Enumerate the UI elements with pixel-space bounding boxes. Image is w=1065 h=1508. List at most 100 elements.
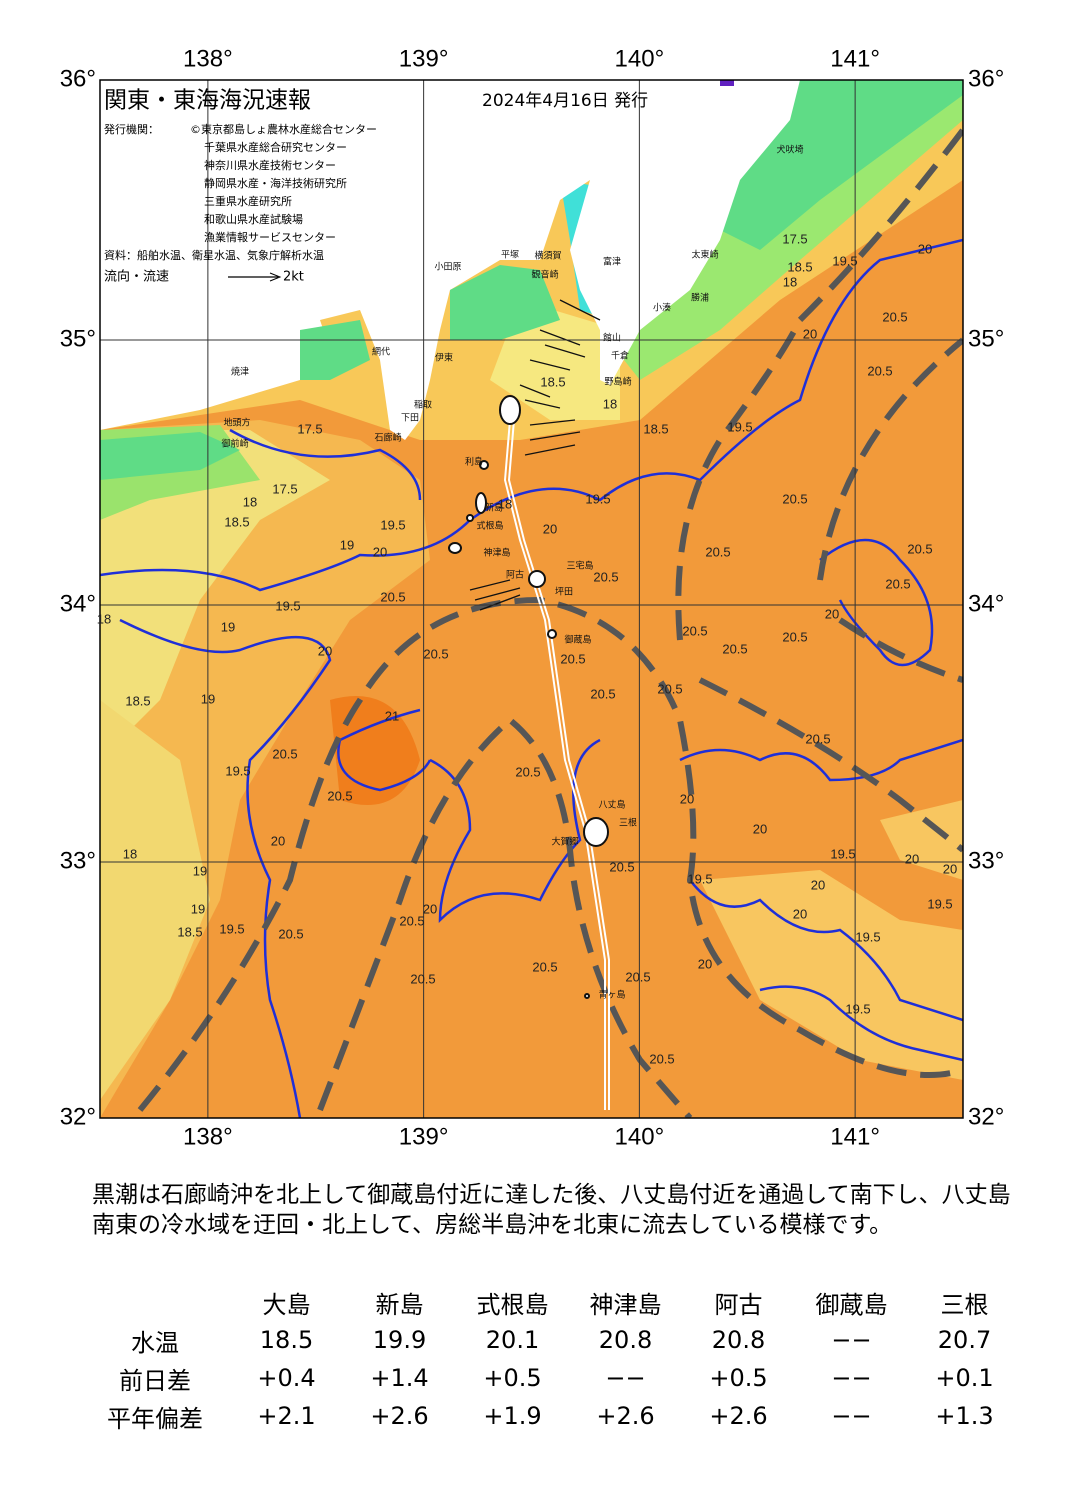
column-header: 阿古 <box>714 1290 763 1319</box>
isotherm-label: 20 <box>825 606 839 621</box>
place-name: 新島 <box>485 502 503 514</box>
lat-label: 32° <box>968 1103 1004 1130</box>
isotherm-label: 19.5 <box>275 598 300 613</box>
isotherm-label: 19 <box>201 691 215 706</box>
cell: 20.7 <box>937 1326 992 1354</box>
isotherm-label: 20 <box>803 326 817 341</box>
isotherm-label: 20.5 <box>410 971 435 986</box>
cell: 18.5 <box>259 1326 314 1354</box>
place-name: 式根島 <box>476 520 503 532</box>
isotherm-label: 18 <box>123 846 137 861</box>
cell: −− <box>605 1364 646 1392</box>
title: 関東・東海海況速報 <box>104 88 311 114</box>
isotherm-label: 20.5 <box>885 576 910 591</box>
issuer: 和歌山県水産試験場 <box>204 212 303 226</box>
place-name: 平塚 <box>501 250 519 261</box>
isotherm-label: 20 <box>680 791 694 806</box>
lat-label: 33° <box>60 847 96 874</box>
lat-label: 32° <box>60 1103 96 1130</box>
flow-scale-arrow <box>269 272 282 282</box>
graticule: 138° 138° 139° 139° 140° 140° 141° 141° 36° 36° 35… <box>60 45 1005 1150</box>
cell: 19.9 <box>372 1326 427 1354</box>
issuer: 千葉県水産総合研究センター <box>204 140 347 154</box>
issue-date: 2024年4月16日 発行 <box>482 91 648 111</box>
lat-label: 36° <box>968 65 1004 92</box>
column-header: 新島 <box>375 1290 424 1319</box>
row-label: 前日差 <box>119 1366 191 1395</box>
isotherm-label: 19.5 <box>585 491 610 506</box>
isotherm-label: 20 <box>918 241 932 256</box>
lon-label: 138° <box>183 45 233 72</box>
place-name: 観音崎 <box>531 269 558 281</box>
isotherm-label: 19.5 <box>225 763 250 778</box>
column-header: 御蔵島 <box>815 1290 888 1319</box>
cell: +0.4 <box>257 1364 316 1392</box>
isotherm-label: 20 <box>811 877 825 892</box>
isotherm-label: 20.5 <box>657 681 682 696</box>
isotherm-label: 17.5 <box>297 421 322 436</box>
cell: +2.6 <box>596 1402 655 1430</box>
isotherm-label: 19.5 <box>687 871 712 886</box>
place-name: 富津 <box>603 256 621 268</box>
column-header: 神津島 <box>589 1290 662 1319</box>
isotherm-label: 19.5 <box>380 517 405 532</box>
place-name: 利島 <box>465 456 483 468</box>
map: 138° 138° 139° 139° 140° 140° 141° 141° 36° 36° 35… <box>60 45 1005 1150</box>
isotherm-label: 21 <box>385 708 399 723</box>
row-label: 水温 <box>131 1328 179 1357</box>
isotherm-label: 20 <box>943 861 957 876</box>
islands <box>448 395 609 999</box>
lon-label: 139° <box>399 1123 449 1150</box>
isotherm-label: 18.5 <box>643 421 668 436</box>
isotherm-label: 20 <box>793 906 807 921</box>
kuroshio-paths <box>137 128 963 1118</box>
isotherm-label: 18 <box>498 496 512 511</box>
place-name: 大賀郷 <box>551 836 578 848</box>
isotherm-label: 20 <box>698 956 712 971</box>
place-name: 網代 <box>372 346 390 358</box>
flow-label: 流向・流速 <box>104 269 169 285</box>
lon-label: 139° <box>399 45 449 72</box>
isotherm-label: 20.5 <box>782 491 807 506</box>
lon-label: 141° <box>830 45 880 72</box>
place-name: 阿古 <box>506 569 524 581</box>
isotherm-label: 19 <box>191 901 205 916</box>
isotherm-label: 20.5 <box>705 544 730 559</box>
lon-label: 138° <box>183 1123 233 1150</box>
place-name: 下田 <box>401 413 419 424</box>
isotherm-label: 20.5 <box>593 569 618 584</box>
cell: +2.6 <box>370 1402 429 1430</box>
description: 黒潮は石廊崎沖を北上して御蔵島付近に達した後、八丈島付近を通過して南下し、八丈島… <box>92 1182 1011 1238</box>
place-name: 石廊崎 <box>374 432 401 444</box>
isotherm-label: 20.5 <box>399 913 424 928</box>
lat-label: 35° <box>60 325 96 352</box>
isotherm-label: 18 <box>97 611 111 626</box>
cell: +0.5 <box>483 1364 542 1392</box>
place-name: 三宅島 <box>566 560 593 572</box>
issuer: 三重県水産研究所 <box>204 194 292 208</box>
observation-table: 大島 新島 式根島 神津島 阿古 御蔵島 三根 水温 18.5 19.9 20.1 20.8 20.8 −… <box>80 1283 1021 1435</box>
cell: −− <box>831 1402 872 1430</box>
isotherm-label: 18 <box>783 274 797 289</box>
isotherm-label: 19 <box>340 537 354 552</box>
row-label: 平年偏差 <box>107 1404 203 1433</box>
data-row: 前日差 +0.4 +1.4 +0.5 −− +0.5 −− +0.1 <box>80 1359 1021 1397</box>
header-row: 大島 新島 式根島 神津島 阿古 御蔵島 三根 <box>80 1283 1021 1321</box>
place-name: 野島崎 <box>604 376 631 388</box>
place-name: 神津島 <box>483 547 510 559</box>
place-name: 地頭方 <box>223 417 250 429</box>
place-name: 太東崎 <box>691 249 718 261</box>
isotherm-label: 20 <box>423 901 437 916</box>
isotherm-label: 20.5 <box>882 309 907 324</box>
data-row: 水温 18.5 19.9 20.1 20.8 20.8 −− 20.7 <box>80 1321 1021 1359</box>
place-name: 千倉 <box>611 350 629 362</box>
issuer: ©東京都島しょ農林水産総合センター <box>190 122 377 136</box>
isotherm-label: 19.5 <box>927 896 952 911</box>
place-name: 勝浦 <box>691 292 709 304</box>
isotherm-label: 20.5 <box>782 629 807 644</box>
isotherm-label: 20 <box>905 851 919 866</box>
flow-arrows <box>469 299 601 611</box>
isotherm-label: 20.5 <box>722 641 747 656</box>
place-name: 八丈島 <box>598 799 625 811</box>
isotherm-label: 19 <box>193 863 207 878</box>
